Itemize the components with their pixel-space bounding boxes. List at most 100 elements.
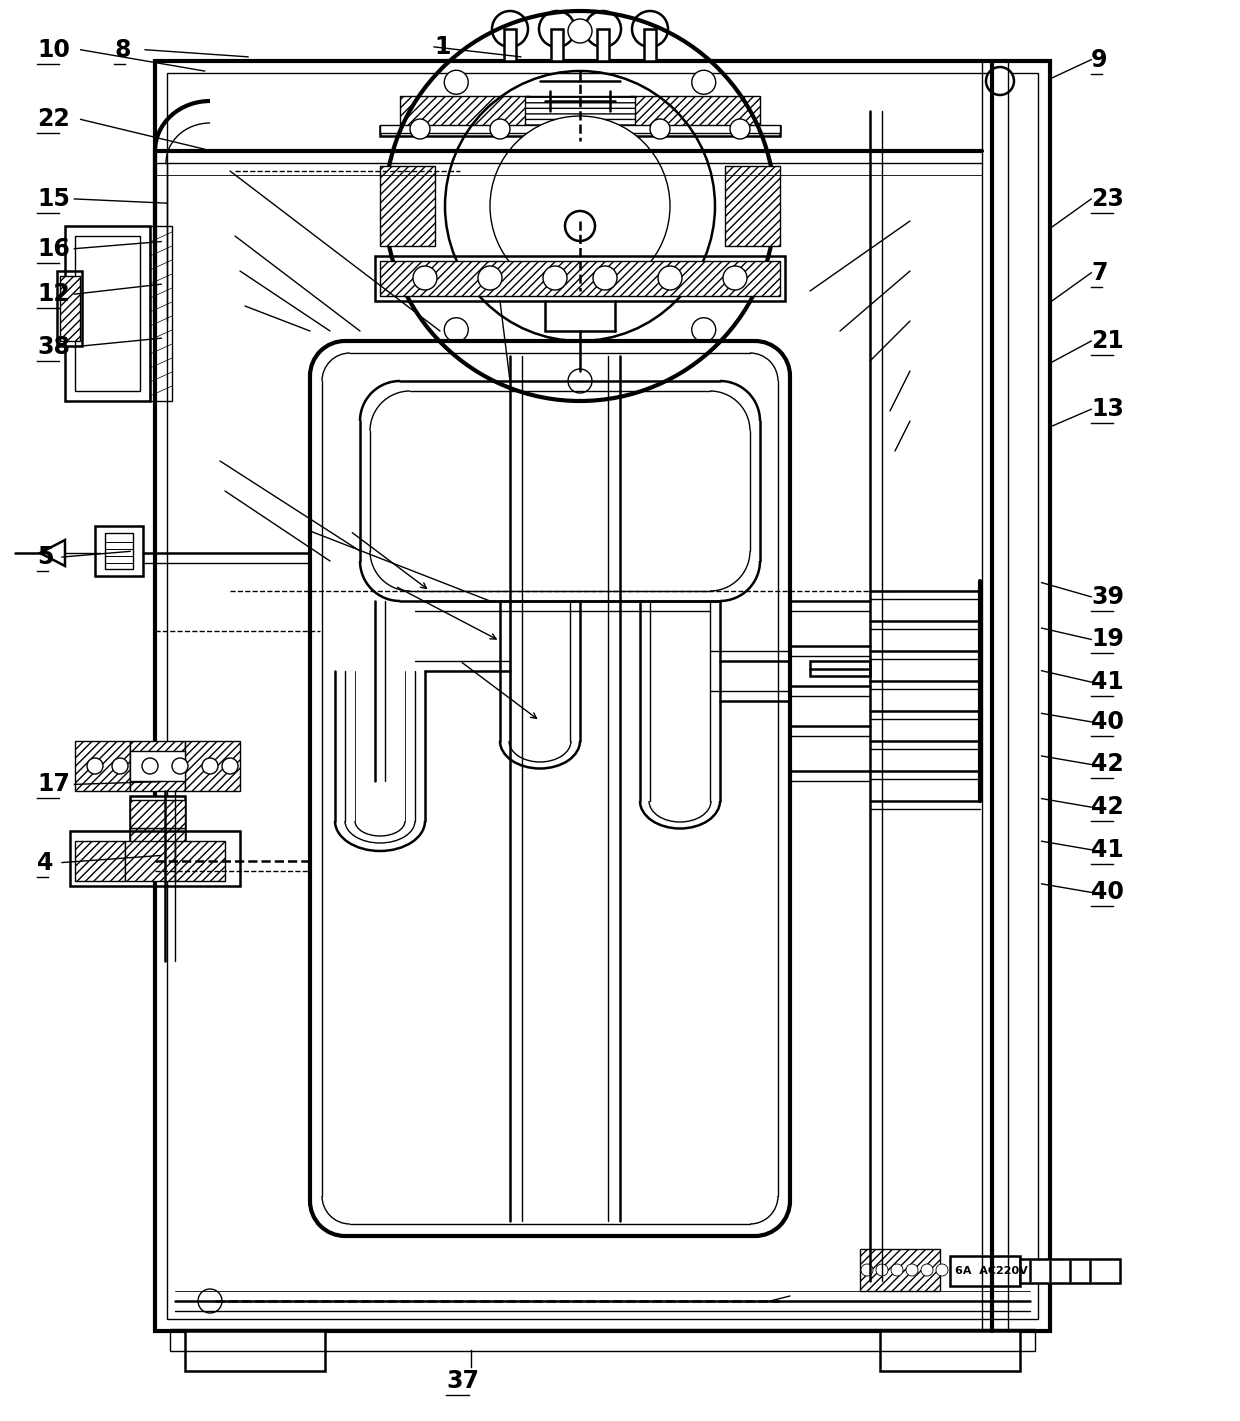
Bar (401, 97, 529, 131)
Circle shape (543, 266, 567, 290)
Bar (74, 841, 125, 881)
Circle shape (198, 1289, 222, 1313)
Circle shape (172, 757, 188, 774)
Circle shape (568, 18, 591, 43)
Circle shape (444, 70, 469, 94)
Bar (125, 841, 175, 881)
Text: 16: 16 (37, 237, 71, 260)
Circle shape (413, 266, 436, 290)
Text: 19: 19 (1091, 628, 1125, 651)
Text: 39: 39 (1091, 585, 1125, 608)
Bar (551, 28, 563, 61)
Circle shape (861, 1265, 873, 1276)
Circle shape (936, 1265, 949, 1276)
Bar (374, 256, 785, 301)
Text: 41: 41 (1091, 671, 1123, 693)
Bar (130, 800, 185, 828)
Circle shape (393, 195, 417, 217)
Circle shape (593, 266, 618, 290)
Circle shape (986, 67, 1014, 95)
Bar (130, 752, 185, 782)
Bar (379, 261, 780, 296)
Circle shape (658, 266, 682, 290)
Text: 38: 38 (37, 335, 71, 358)
Circle shape (730, 119, 750, 139)
Text: 9: 9 (1091, 48, 1107, 71)
Bar (175, 841, 224, 881)
Bar (630, 97, 760, 131)
Bar (130, 828, 185, 855)
Circle shape (444, 318, 469, 341)
Bar (60, 276, 81, 341)
Text: 1: 1 (434, 36, 450, 58)
Text: 22: 22 (37, 108, 69, 131)
Bar (64, 226, 150, 401)
Circle shape (892, 1265, 903, 1276)
Text: 37: 37 (446, 1370, 480, 1393)
Circle shape (723, 266, 746, 290)
Circle shape (875, 1265, 888, 1276)
Circle shape (650, 119, 670, 139)
Text: 5: 5 (37, 546, 53, 568)
Bar (525, 97, 635, 131)
Text: 15: 15 (37, 188, 71, 210)
Bar (379, 126, 780, 136)
Circle shape (490, 119, 510, 139)
Text: 40: 40 (1091, 881, 1125, 904)
Text: 42: 42 (1091, 796, 1123, 818)
Circle shape (743, 195, 768, 217)
Text: 41: 41 (1091, 838, 1123, 861)
Bar (185, 1331, 325, 1371)
Text: 10: 10 (37, 38, 71, 61)
Bar (74, 740, 130, 791)
Bar (130, 796, 185, 855)
Circle shape (585, 11, 621, 47)
Text: 23: 23 (1091, 188, 1125, 210)
Text: 21: 21 (1091, 330, 1123, 352)
Text: 6A  AC220V: 6A AC220V (955, 1266, 1028, 1276)
Bar (69, 831, 241, 887)
Text: 12: 12 (37, 283, 69, 306)
Text: 7: 7 (1091, 261, 1107, 284)
Bar (95, 526, 143, 576)
Bar (74, 236, 140, 391)
Circle shape (692, 70, 715, 94)
Text: 42: 42 (1091, 753, 1123, 776)
Bar (725, 166, 780, 246)
Circle shape (490, 117, 670, 296)
Bar (155, 61, 1050, 1331)
Bar (170, 1329, 1035, 1351)
Circle shape (202, 757, 218, 774)
Circle shape (410, 119, 430, 139)
Bar (880, 1331, 1021, 1371)
Bar (130, 740, 185, 791)
Bar (150, 226, 172, 401)
Bar (861, 1249, 940, 1292)
Bar (596, 28, 609, 61)
Circle shape (565, 210, 595, 242)
Text: 13: 13 (1091, 398, 1125, 421)
Circle shape (632, 11, 668, 47)
Circle shape (539, 11, 575, 47)
Bar (167, 72, 1038, 1319)
Circle shape (143, 757, 157, 774)
Circle shape (921, 1265, 932, 1276)
Text: 40: 40 (1091, 710, 1125, 733)
Circle shape (568, 369, 591, 394)
Bar (1021, 1259, 1120, 1283)
Text: 17: 17 (37, 773, 71, 796)
Circle shape (477, 266, 502, 290)
Circle shape (492, 11, 528, 47)
Bar (950, 1256, 1021, 1286)
Circle shape (906, 1265, 918, 1276)
Circle shape (112, 757, 128, 774)
Text: 8: 8 (114, 38, 130, 61)
Polygon shape (40, 540, 64, 566)
Bar (644, 28, 656, 61)
Bar (185, 740, 241, 791)
Bar (810, 661, 870, 676)
Circle shape (692, 318, 715, 341)
Circle shape (222, 757, 238, 774)
Bar (105, 533, 133, 568)
Bar (57, 271, 82, 345)
